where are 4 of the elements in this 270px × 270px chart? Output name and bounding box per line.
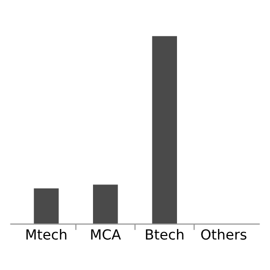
x-tick-label: Mtech bbox=[26, 228, 66, 240]
x-tick-label: Others bbox=[201, 228, 246, 240]
x-tick-label: Btech bbox=[146, 228, 184, 240]
x-tick-label: MCA bbox=[91, 229, 121, 240]
